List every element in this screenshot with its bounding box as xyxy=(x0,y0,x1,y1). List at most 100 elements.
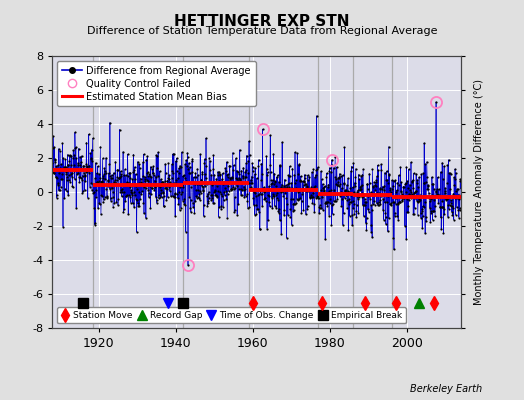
Point xyxy=(144,178,152,184)
Point xyxy=(229,184,237,190)
Point xyxy=(180,172,188,178)
Point xyxy=(172,177,181,184)
Point xyxy=(378,186,386,192)
Point xyxy=(113,174,121,180)
Point xyxy=(128,200,137,207)
Point xyxy=(288,166,297,172)
Point xyxy=(144,169,152,176)
Point xyxy=(285,173,293,179)
Point xyxy=(311,172,320,178)
Point xyxy=(276,162,285,169)
Point xyxy=(267,195,276,201)
Point xyxy=(277,188,285,195)
Point xyxy=(82,140,91,146)
Point xyxy=(204,200,212,206)
Point xyxy=(400,195,408,202)
Point xyxy=(230,185,238,192)
Point xyxy=(399,193,408,200)
Point xyxy=(269,181,278,187)
Point xyxy=(364,192,373,199)
Point xyxy=(118,189,127,196)
Point xyxy=(446,199,455,206)
Point xyxy=(383,177,391,183)
Point xyxy=(401,189,410,195)
Point xyxy=(307,184,315,190)
Point xyxy=(371,186,379,193)
Point xyxy=(77,159,85,166)
Point xyxy=(456,178,465,184)
Point xyxy=(395,199,403,205)
Point xyxy=(74,162,83,168)
Point xyxy=(267,181,276,188)
Point xyxy=(360,190,368,197)
Point xyxy=(351,174,359,180)
Point xyxy=(367,202,376,208)
Point xyxy=(298,198,306,204)
Point xyxy=(330,164,338,171)
Point xyxy=(99,175,107,182)
Point xyxy=(454,186,462,192)
Point xyxy=(322,198,330,205)
Point xyxy=(276,184,285,190)
Point xyxy=(404,209,412,216)
Point xyxy=(363,215,371,222)
Point xyxy=(255,209,263,215)
Point xyxy=(451,195,459,201)
Point xyxy=(345,201,353,207)
Point xyxy=(192,195,201,201)
Point xyxy=(226,176,234,182)
Point xyxy=(438,204,446,211)
Point xyxy=(412,198,421,204)
Point xyxy=(152,200,161,206)
Point xyxy=(212,179,220,185)
Point xyxy=(127,187,135,193)
Point xyxy=(84,167,92,174)
Point xyxy=(230,162,238,168)
Point xyxy=(214,168,222,175)
Point xyxy=(323,202,332,209)
Point xyxy=(433,191,442,197)
Point xyxy=(189,204,198,210)
Point xyxy=(123,179,131,185)
Point xyxy=(318,176,326,183)
Point xyxy=(456,176,464,182)
Point xyxy=(373,200,381,206)
Point xyxy=(447,208,456,215)
Point xyxy=(114,202,122,208)
Point xyxy=(366,189,375,196)
Point xyxy=(102,186,111,192)
Point xyxy=(49,133,57,140)
Point xyxy=(392,194,400,201)
Point xyxy=(150,177,159,184)
Point xyxy=(380,186,388,193)
Point xyxy=(328,156,336,163)
Point xyxy=(351,180,359,186)
Point xyxy=(113,167,122,173)
Point xyxy=(232,179,240,186)
Point xyxy=(455,207,464,213)
Point xyxy=(362,220,370,226)
Point xyxy=(139,159,147,166)
Point xyxy=(128,190,136,196)
Point xyxy=(281,187,290,193)
Point xyxy=(284,172,292,179)
Point xyxy=(135,161,144,168)
Point xyxy=(244,170,253,176)
Point xyxy=(198,181,206,188)
Point xyxy=(94,179,103,186)
Point xyxy=(59,224,67,230)
Point xyxy=(231,184,239,191)
Point xyxy=(274,197,282,204)
Point xyxy=(286,206,294,212)
Point xyxy=(323,170,331,176)
Point xyxy=(151,194,160,200)
Point xyxy=(181,202,189,208)
Point xyxy=(229,167,237,173)
Point xyxy=(282,195,290,201)
Point xyxy=(119,172,128,178)
Point xyxy=(64,162,73,168)
Point xyxy=(234,201,242,207)
Point xyxy=(68,183,77,189)
Point xyxy=(168,168,177,174)
Point xyxy=(250,212,259,218)
